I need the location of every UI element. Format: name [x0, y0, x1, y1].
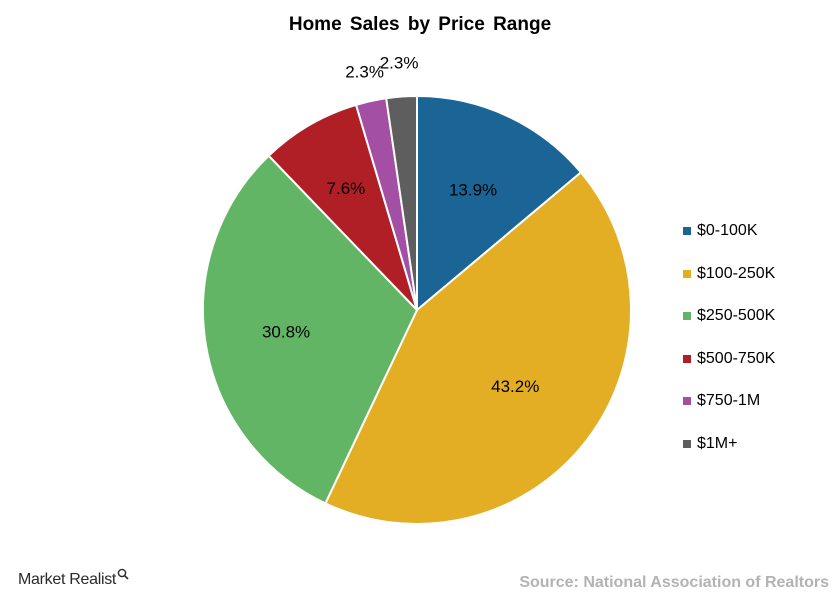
legend-label: $100-250K — [697, 264, 776, 282]
slice-label-2: 43.2% — [491, 377, 539, 396]
magnifier-icon — [117, 568, 129, 580]
pie-slice-2 — [324, 171, 632, 525]
pie-slice-3 — [202, 154, 419, 505]
legend-item-2: $100-250K — [683, 260, 775, 288]
source-note: Source: National Association of Realtors — [519, 574, 829, 591]
legend-label: $750-1M — [697, 392, 761, 410]
legend-item-3: $250-500K — [683, 302, 775, 330]
legend-item-1: $0-100K — [683, 217, 775, 245]
legend-item-4: $500-750K — [683, 345, 775, 373]
legend: $0-100K $100-250K $250-500K $500-750K $750-1… — [683, 217, 775, 473]
legend-item-5: $750-1M — [683, 387, 775, 415]
slice-label-6: 2.3% — [380, 53, 419, 72]
legend-swatch — [683, 269, 691, 278]
brand-logo: Market Realist — [18, 568, 129, 589]
slice-label-1: 13.9% — [449, 181, 497, 200]
brand-name: Market Realist — [18, 571, 117, 588]
pie-slice-1 — [416, 94, 583, 313]
legend-label: $500-750K — [697, 349, 776, 367]
legend-swatch — [683, 312, 691, 321]
legend-swatch — [683, 439, 691, 448]
legend-label: $1M+ — [697, 434, 738, 452]
slice-label-4: 7.6% — [327, 179, 366, 198]
legend-label: $0-100K — [697, 222, 758, 239]
pie-slice-4 — [267, 103, 418, 311]
legend-swatch — [683, 354, 691, 363]
legend-swatch — [683, 227, 691, 235]
pie-slice-6 — [385, 94, 418, 311]
legend-swatch — [683, 397, 691, 406]
chart-title: Home Sales by Price Range — [288, 14, 552, 35]
legend-label: $250-500K — [697, 307, 776, 325]
slice-label-3: 30.8% — [262, 322, 310, 341]
legend-item-6: $1M+ — [683, 430, 775, 458]
slice-label-5: 2.3% — [345, 63, 384, 82]
